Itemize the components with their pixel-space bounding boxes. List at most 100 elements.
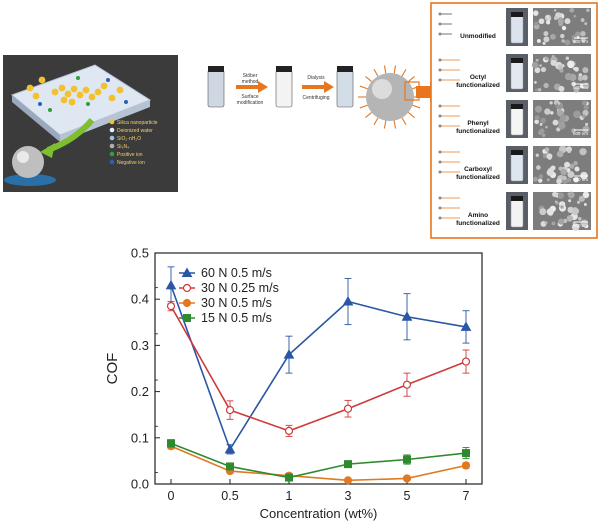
atom-dot <box>438 170 442 174</box>
x-tick-label: 5 <box>404 489 411 503</box>
series-line <box>170 285 467 452</box>
sem-grain <box>534 115 540 121</box>
sem-grain <box>577 216 582 221</box>
sem-grain <box>558 218 565 225</box>
sem-grain <box>533 176 539 182</box>
ligand-line <box>393 120 397 129</box>
schematic-legend: Silica nanoparticle Deionized water SiO₂·n… <box>109 119 158 166</box>
sem-grain <box>543 36 550 43</box>
sem-grain <box>544 147 550 152</box>
sem-grain <box>561 25 567 31</box>
sem-grain <box>551 221 556 226</box>
series-line <box>170 445 467 482</box>
data-point <box>225 405 235 415</box>
panel-label-2: functionalized <box>456 220 500 227</box>
data-point <box>182 283 192 293</box>
sem-grain <box>566 148 572 154</box>
sem-grain <box>534 105 543 113</box>
data-point <box>461 357 471 366</box>
data-point <box>167 439 175 448</box>
sem-grain <box>534 21 539 26</box>
functionalized-particle <box>358 65 442 129</box>
y-tick-label: 0.2 <box>131 384 149 399</box>
panel-label-2: functionalized <box>456 128 500 135</box>
atom-dot <box>438 216 442 220</box>
sem-grain <box>542 41 546 45</box>
sem-grain <box>582 67 589 74</box>
sem-grain <box>563 218 568 224</box>
data-point <box>342 295 354 306</box>
ligand-line <box>373 69 379 77</box>
panel-label-2: functionalized <box>456 174 500 181</box>
sem-grain <box>546 20 551 25</box>
atom-dot <box>438 150 442 154</box>
sem-grain <box>536 165 541 170</box>
data-point <box>343 476 353 485</box>
vial-cap <box>511 150 523 155</box>
sem-grain <box>585 122 589 126</box>
sem-grain <box>574 66 579 72</box>
sem-grain <box>535 58 539 62</box>
sem-grain <box>535 88 538 92</box>
ligand-line <box>401 69 407 77</box>
legend-label: Silica nanoparticle <box>117 120 158 126</box>
sem-grain <box>564 72 573 81</box>
x-tick-label: 1 <box>286 489 293 503</box>
sem-grain <box>546 208 554 216</box>
sem-grain <box>558 85 565 92</box>
step2-top-label: Dialysis <box>307 75 325 81</box>
sem-grain <box>553 16 558 20</box>
sem-grain <box>566 215 574 222</box>
x-axis-label: Concentration (wt%) <box>260 506 378 521</box>
vial-3 <box>336 66 354 108</box>
y-tick-label: 0.1 <box>131 430 149 445</box>
sem-grain <box>544 221 548 225</box>
legend-swatch <box>109 127 115 133</box>
process-arrow-2: Dialysis Centrifuging <box>302 75 334 101</box>
sem-grain <box>580 37 586 43</box>
ligand-line <box>412 85 421 90</box>
ligand-line <box>408 76 415 82</box>
step1-bottom-label-2: modification <box>237 100 264 106</box>
y-axis-label: COF <box>104 353 121 385</box>
scale-bar-label: 500 nm <box>573 177 588 182</box>
scale-bar-label: 500 nm <box>573 223 588 228</box>
sem-grain <box>567 191 575 199</box>
vial-liquid <box>510 15 524 44</box>
sem-grain <box>555 201 559 205</box>
sem-grain <box>538 174 544 179</box>
sem-grain <box>577 75 584 81</box>
sem-grain <box>562 175 567 181</box>
data-point <box>402 380 412 389</box>
sem-grain <box>558 121 566 130</box>
data-point <box>284 426 294 435</box>
sem-grain <box>557 18 564 25</box>
sem-grain <box>537 87 542 92</box>
plot-frame <box>154 252 483 485</box>
x-tick-label: 3 <box>345 489 352 503</box>
sem-grain <box>560 33 565 39</box>
legend-swatch <box>109 119 115 125</box>
sem-grain <box>533 10 539 16</box>
sem-grain <box>560 205 564 209</box>
schematic-figure: Silica nanoparticle Deionized water SiO₂·n… <box>3 2 598 239</box>
sem-grain <box>531 61 539 69</box>
sem-grain <box>567 170 575 178</box>
panel-label: Amino <box>468 212 488 219</box>
process-arrow-1: Stöber method Surface modification <box>236 73 268 106</box>
sem-grain <box>542 133 546 137</box>
series-0 <box>165 266 472 455</box>
series-line <box>170 442 467 479</box>
sem-grain <box>539 64 542 67</box>
sem-grain <box>573 87 580 93</box>
y-tick-label: 0.5 <box>131 246 149 261</box>
sem-grain <box>584 22 588 26</box>
sem-grain <box>561 39 566 43</box>
data-point <box>166 302 176 311</box>
legend-label: SiO₂·nH₂O <box>117 136 141 142</box>
series-1 <box>166 301 471 437</box>
legend-label: Negative ion <box>117 160 145 166</box>
sem-grain <box>539 208 547 216</box>
sem-grain <box>557 102 561 105</box>
